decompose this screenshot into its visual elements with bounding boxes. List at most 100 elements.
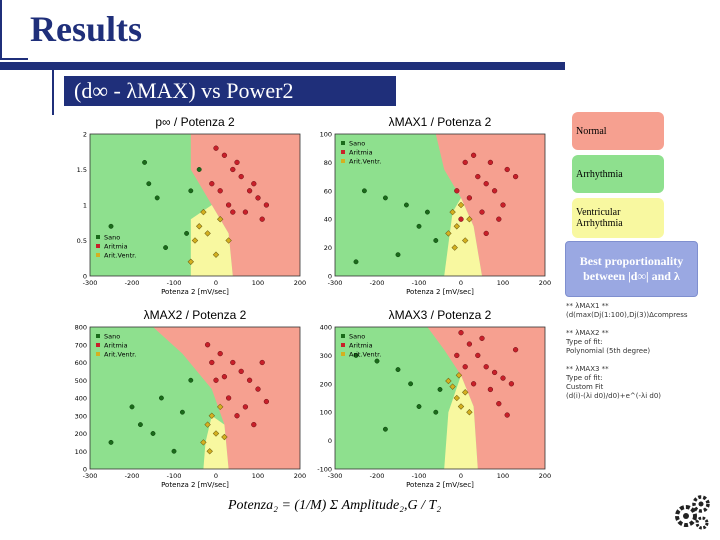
- x-tick-label: -100: [412, 472, 427, 480]
- y-tick-label: 80: [324, 159, 332, 167]
- point-aritmia: [458, 216, 464, 222]
- point-sano: [129, 404, 135, 410]
- point-aritmia: [483, 230, 489, 237]
- legend-label: Arit.Ventr.: [349, 351, 381, 359]
- title-bracket: [0, 0, 28, 60]
- legend-label: Arit.Ventr.: [349, 158, 381, 166]
- point-arit-ventr: [453, 394, 460, 402]
- point-arit-ventr: [462, 237, 469, 244]
- gears-icon: [672, 492, 712, 537]
- y-tick-label: 700: [75, 341, 87, 349]
- point-arit-ventr: [191, 237, 199, 244]
- legend-label: Aritmia: [349, 342, 373, 350]
- point-sano: [416, 223, 422, 229]
- point-aritmia: [483, 364, 489, 370]
- region-normal: [427, 327, 545, 469]
- fit-note-line: ** λMAX2 **: [566, 329, 609, 337]
- y-tick-label: -100: [317, 466, 332, 474]
- x-tick-label: 0: [214, 279, 218, 287]
- plot-frame: [334, 326, 546, 470]
- point-sano: [408, 381, 414, 387]
- point-aritmia: [504, 166, 510, 173]
- x-tick-label: -300: [328, 472, 343, 480]
- x-tick-label: 200: [294, 472, 306, 480]
- point-sano: [188, 188, 194, 194]
- point-aritmia: [213, 377, 219, 383]
- x-tick-label: 200: [539, 279, 551, 287]
- point-aritmia: [479, 209, 485, 215]
- point-sano: [150, 431, 156, 436]
- point-aritmia: [234, 413, 240, 419]
- point-sano: [433, 238, 439, 243]
- fit-note-line: [566, 320, 688, 329]
- fit-note-line: [566, 356, 688, 365]
- y-tick-label: 1.5: [77, 166, 87, 174]
- best-proportionality-box: Best proportionality between |d∞| and λ: [565, 241, 698, 297]
- region-ventricular: [203, 415, 229, 469]
- x-tick-label: -100: [167, 472, 182, 480]
- legend-ventricular: Ventricular Arrhythmia: [572, 198, 664, 238]
- point-aritmia: [470, 381, 477, 387]
- point-aritmia: [204, 342, 211, 348]
- x-tick-label: 100: [252, 279, 264, 287]
- chart-lmax2-svg: λMAX2 / Potenza 2 -300 -200 -100 0 100 200 Pote…: [75, 308, 307, 489]
- x-tick-label: 100: [497, 279, 509, 287]
- legend-label: Arit.Ventr.: [104, 252, 136, 260]
- legend-normal: Normal: [572, 112, 664, 150]
- region-ventricular: [444, 375, 478, 469]
- point-arit-ventr: [449, 383, 456, 390]
- x-tick-label: -100: [412, 279, 427, 287]
- chart-pinf: p∞ / Potenza 2 -300 -200 -100 0 100 200 Potenza…: [60, 112, 310, 302]
- point-sano: [433, 409, 439, 415]
- plot-frame: [334, 133, 546, 277]
- x-tick-label: 100: [497, 472, 509, 480]
- point-aritmia: [470, 152, 477, 158]
- point-aritmia: [238, 368, 244, 375]
- x-axis-label: Potenza 2 [mV/sec]: [406, 288, 474, 296]
- plot-frame: [89, 133, 301, 277]
- point-aritmia: [259, 359, 265, 366]
- point-arit-ventr: [217, 403, 224, 411]
- point-aritmia: [491, 188, 498, 194]
- point-aritmia: [217, 350, 223, 357]
- x-tick-label: -200: [370, 279, 385, 287]
- legend-marker: [96, 352, 100, 356]
- point-arit-ventr: [204, 230, 211, 237]
- fit-note-line: (d(max(Dj(1:100),Dj(3))Δcompress: [566, 311, 688, 319]
- point-arit-ventr: [187, 258, 194, 265]
- y-tick-label: 0: [328, 437, 332, 445]
- chart-lmax1: λMAX1 / Potenza 2 -300 -200 -100 0 100 200 Pote…: [305, 112, 555, 302]
- legend-marker: [341, 352, 345, 356]
- point-aritmia: [487, 159, 494, 166]
- point-aritmia: [496, 216, 502, 222]
- point-sano: [353, 352, 359, 358]
- point-aritmia: [209, 181, 215, 187]
- title-rule: [0, 62, 565, 115]
- chart-title: λMAX3 / Potenza 2: [389, 308, 492, 322]
- point-arit-ventr: [196, 223, 203, 230]
- point-arit-ventr: [466, 216, 473, 223]
- legend-marker: [341, 141, 345, 145]
- point-aritmia: [242, 209, 249, 215]
- region-normal: [435, 134, 545, 276]
- legend-label: Sano: [349, 333, 365, 341]
- point-arit-ventr: [225, 237, 232, 244]
- legend-label: Aritmia: [349, 149, 373, 157]
- legend-marker: [341, 159, 345, 163]
- point-aritmia: [475, 173, 481, 180]
- x-tick-label: -200: [370, 472, 385, 480]
- point-sano: [108, 439, 114, 445]
- point-sano: [142, 159, 148, 165]
- point-aritmia: [458, 330, 464, 336]
- legend-marker: [341, 334, 345, 338]
- x-tick-label: 0: [459, 472, 463, 480]
- plot-frame: [89, 326, 301, 470]
- point-sano: [374, 358, 380, 364]
- point-arit-ventr: [208, 412, 215, 419]
- point-aritmia: [255, 195, 261, 201]
- chart-lmax3-svg: λMAX3 / Potenza 2 -300 -200 -100 0 100 200 Pote…: [317, 308, 551, 489]
- point-aritmia: [251, 421, 257, 428]
- point-sano: [353, 259, 359, 265]
- point-aritmia: [242, 404, 249, 410]
- point-aritmia: [221, 374, 228, 380]
